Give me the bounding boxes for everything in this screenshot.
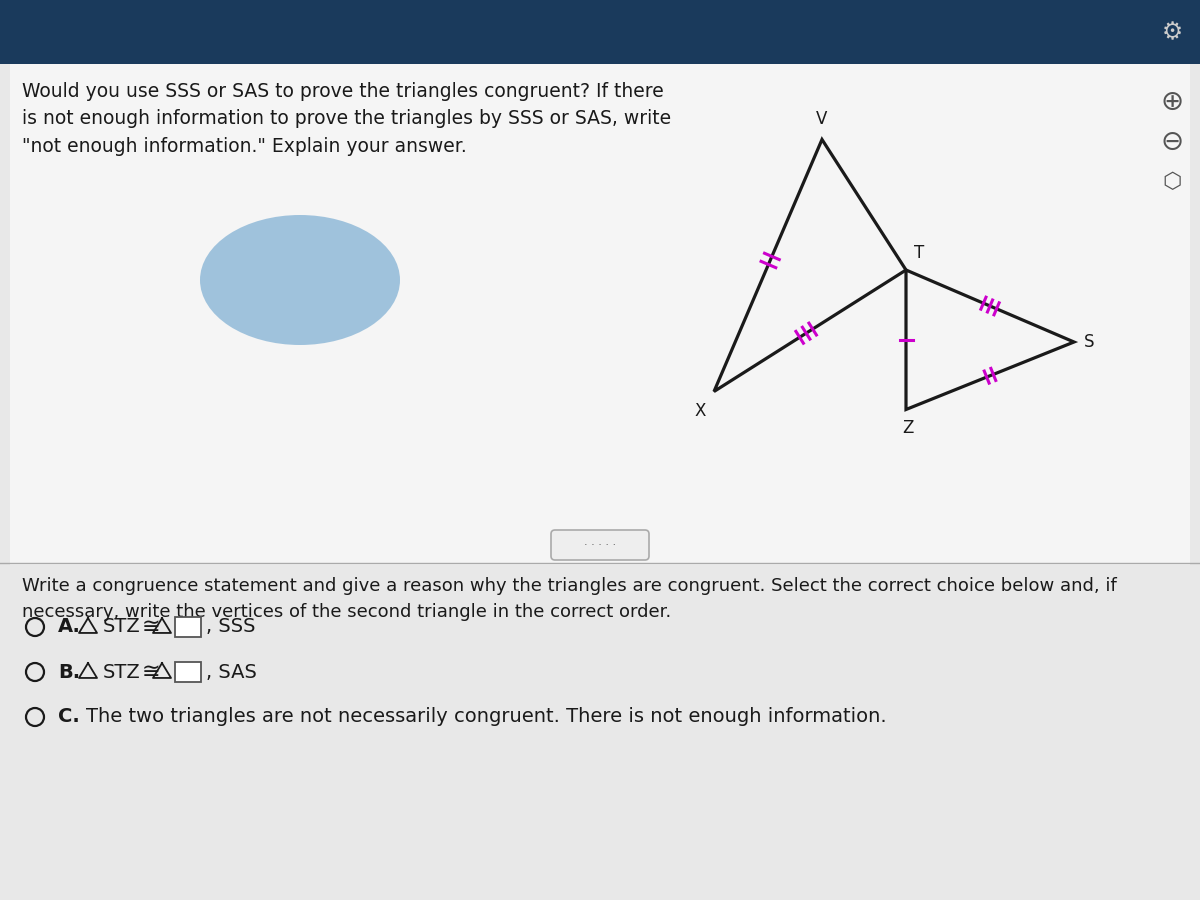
Text: Would you use SSS or SAS to prove the triangles congruent? If there
is not enoug: Would you use SSS or SAS to prove the tr… (22, 82, 671, 156)
Text: ≅: ≅ (142, 617, 161, 637)
Text: X: X (695, 401, 706, 419)
Text: ≅: ≅ (142, 662, 161, 682)
Text: ⬡: ⬡ (1163, 172, 1182, 192)
Bar (0, 565, 1200, 900)
Bar (10, 64, 1190, 570)
Text: C.: C. (58, 707, 79, 726)
FancyBboxPatch shape (551, 530, 649, 560)
Text: Z: Z (902, 419, 913, 437)
Text: ⊖: ⊖ (1160, 128, 1183, 156)
Text: B.: B. (58, 662, 80, 681)
Text: Write a congruence statement and give a reason why the triangles are congruent. : Write a congruence statement and give a … (22, 577, 1117, 621)
Text: STZ: STZ (103, 662, 140, 681)
Bar (0, 0, 1200, 64)
Text: V: V (816, 110, 828, 128)
Bar (175, 662, 202, 682)
Text: ⊕: ⊕ (1160, 88, 1183, 116)
Text: A.: A. (58, 617, 80, 636)
Text: ⚙: ⚙ (1162, 20, 1182, 44)
Text: STZ: STZ (103, 617, 140, 636)
Text: · · · · ·: · · · · · (584, 540, 616, 550)
Text: T: T (914, 244, 924, 262)
Bar (175, 617, 202, 637)
Ellipse shape (200, 215, 400, 345)
Text: , SAS: , SAS (206, 662, 257, 681)
Text: S: S (1084, 333, 1094, 351)
Text: , SSS: , SSS (206, 617, 256, 636)
Text: The two triangles are not necessarily congruent. There is not enough information: The two triangles are not necessarily co… (86, 707, 887, 726)
